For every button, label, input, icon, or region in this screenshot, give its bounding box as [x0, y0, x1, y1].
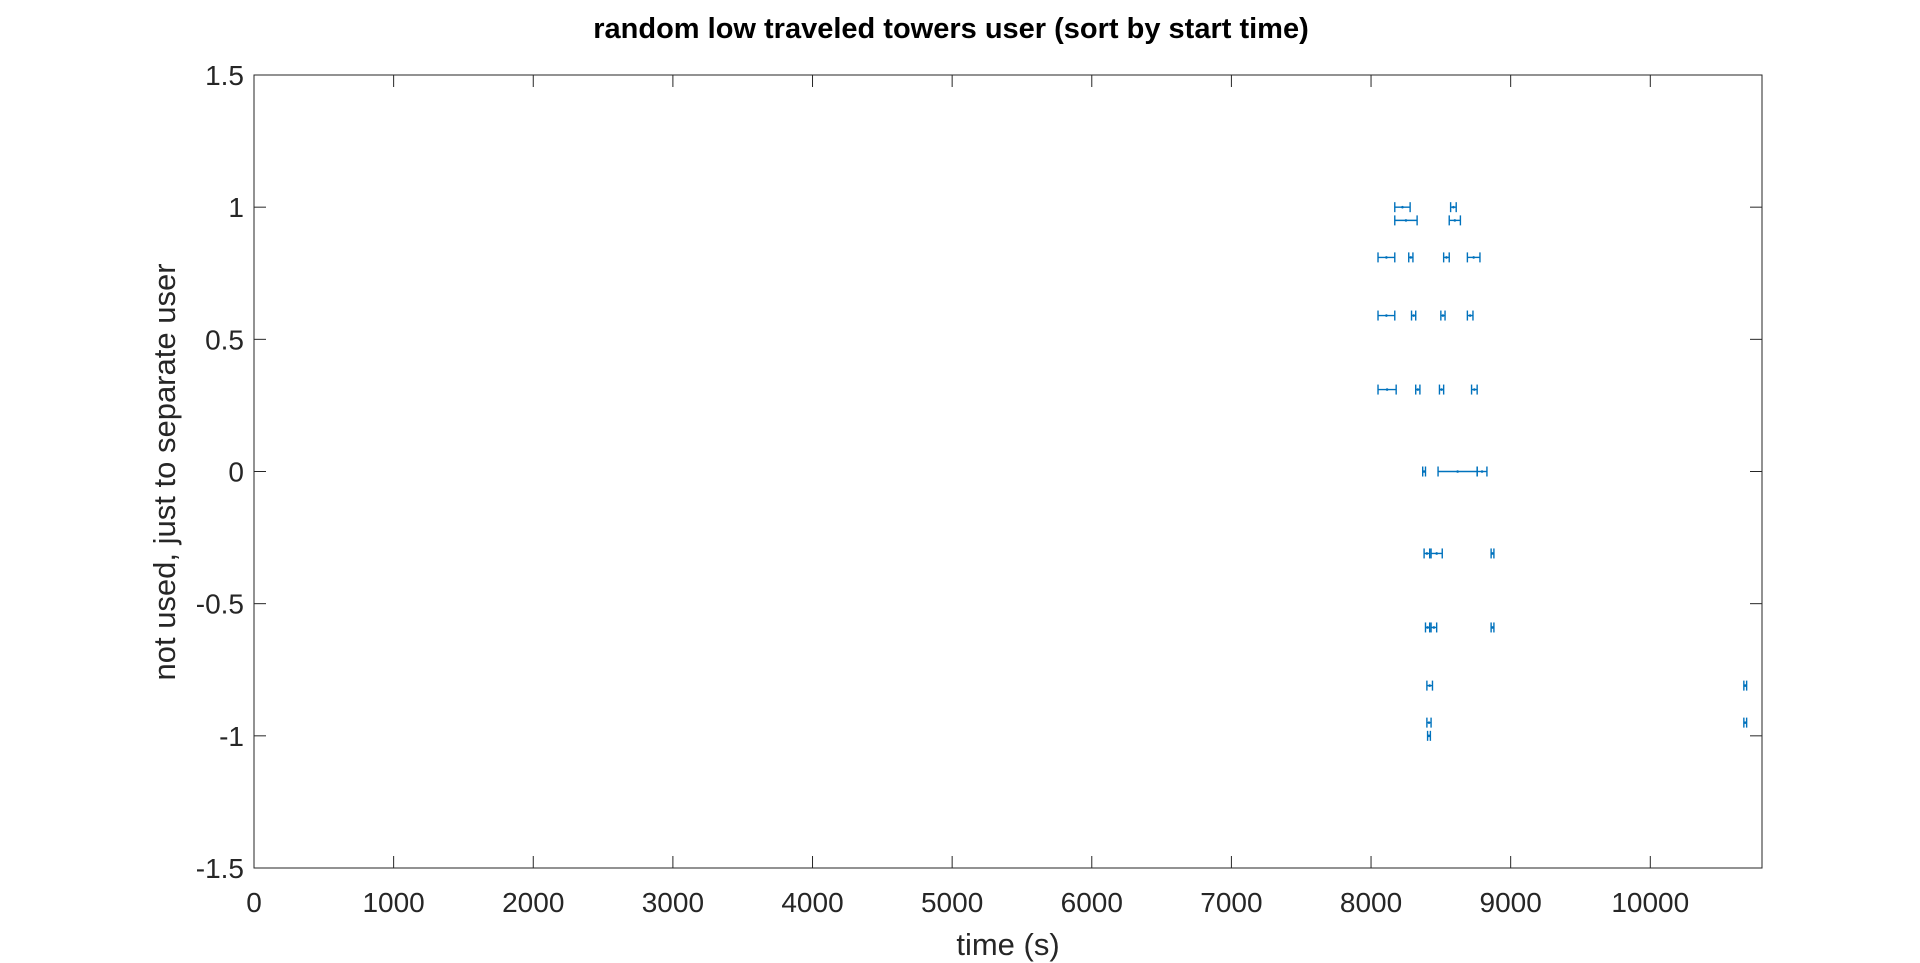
error-bar: [1377, 310, 1396, 321]
x-tick-label: 4000: [781, 887, 843, 918]
error-bar: [1410, 310, 1417, 321]
y-axis-ticks: -1.5 -1 -0.5 0 0.5 1 1.5: [196, 60, 1762, 884]
y-axis-label: not used, just to separate user: [147, 263, 182, 680]
error-bar: [1430, 622, 1438, 633]
error-bar: [1466, 252, 1481, 263]
x-axis-label: time (s): [956, 927, 1059, 962]
error-bar: [1470, 384, 1478, 395]
x-tick-label: 8000: [1340, 887, 1402, 918]
x-tick-label: 7000: [1200, 887, 1262, 918]
y-tick-label: 0.5: [205, 324, 244, 355]
error-bar: [1377, 252, 1396, 263]
error-bar: [1440, 310, 1446, 321]
error-bar: [1490, 622, 1495, 633]
error-bar: [1426, 680, 1434, 691]
x-tick-label: 0: [246, 887, 262, 918]
error-bar: [1394, 202, 1411, 213]
chart-title: random low traveled towers user (sort by…: [593, 13, 1309, 45]
y-tick-label: 1.5: [205, 60, 244, 91]
error-bar: [1415, 384, 1421, 395]
x-axis-ticks: 0 1000 2000 3000 4000 5000 6000 7000 8000 9000 100…: [246, 75, 1689, 918]
error-bar: [1423, 548, 1431, 559]
error-bar: [1408, 252, 1414, 263]
error-bar: [1490, 548, 1495, 559]
error-bar: [1476, 466, 1488, 477]
error-bar: [1743, 717, 1748, 728]
x-tick-label: 1000: [362, 887, 424, 918]
x-tick-label: 6000: [1061, 887, 1123, 918]
x-tick-label: 3000: [642, 887, 704, 918]
error-bar: [1442, 252, 1450, 263]
y-tick-label: -1: [219, 721, 244, 752]
x-tick-label: 10000: [1611, 887, 1689, 918]
plot-area: [253, 74, 1763, 869]
error-bar: [1426, 730, 1432, 741]
y-tick-label: 0: [228, 457, 244, 488]
error-bar: [1448, 215, 1462, 226]
y-tick-label: 1: [228, 192, 244, 223]
error-bar: [1377, 384, 1397, 395]
error-bar: [1424, 622, 1431, 633]
y-tick-label: -0.5: [196, 589, 244, 620]
error-bar: [1394, 215, 1418, 226]
error-bar: [1426, 717, 1432, 728]
x-tick-label: 2000: [502, 887, 564, 918]
error-bar-series: [1377, 202, 1748, 741]
x-tick-label: 5000: [921, 887, 983, 918]
error-bar: [1449, 202, 1457, 213]
error-bar: [1466, 310, 1474, 321]
error-bar: [1430, 548, 1443, 559]
error-bar: [1743, 680, 1748, 691]
y-tick-label: -1.5: [196, 853, 244, 884]
x-tick-label: 9000: [1480, 887, 1542, 918]
error-bar: [1421, 466, 1427, 477]
error-bar: [1438, 384, 1445, 395]
